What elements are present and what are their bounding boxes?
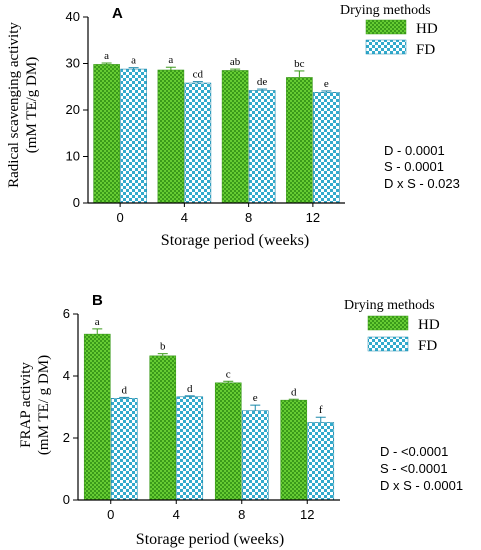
- panel-a-bar-hd-4: [157, 69, 185, 204]
- panel-a-y-tick-label-40: 40: [66, 9, 80, 24]
- panel-b-bar-fd-8: [241, 410, 269, 501]
- panel-b-sig-letter-fd-8: e: [253, 392, 258, 404]
- panel-a-y-tick-label-10: 10: [66, 149, 80, 164]
- panel-b-bar-fd-0: [110, 398, 138, 501]
- panel-a-bar-fd-0: [120, 68, 147, 204]
- panel-a-sig-letter-fd-4: cd: [193, 69, 204, 81]
- panel-b-legend-title: Drying methods: [344, 298, 435, 313]
- panel-a-x-tick-label-4: 4: [181, 210, 188, 225]
- panel-a-bar-hd-12: [286, 77, 313, 204]
- panel-b-bar-hd-12: [280, 399, 308, 501]
- panel-b-legend-hd-swatch: [367, 315, 409, 331]
- panel-b-stat-dxs: D x S - 0.0001: [380, 478, 463, 493]
- panel-a-legend-hd-swatch: [365, 19, 407, 35]
- panel-b-stats: D - <0.0001 S - <0.0001 D x S - 0.0001: [380, 444, 463, 493]
- panel-a-stat-s: S - 0.0001: [384, 159, 444, 174]
- panel-a-sig-letter-fd-12: e: [324, 78, 329, 90]
- panel-b-label: B: [92, 292, 103, 309]
- panel-b-stat-d: D - <0.0001: [380, 444, 448, 459]
- panel-b-sig-letter-fd-4: d: [187, 383, 193, 395]
- panel-b-sig-letter-hd-12: d: [291, 386, 297, 398]
- panel-b-y-tick-label-2: 2: [63, 430, 70, 445]
- panel-a-bar-fd-12: [313, 92, 340, 204]
- panel-a-y-tick-label-0: 0: [73, 195, 80, 210]
- panel-a: A a a 0 a cd 4 ab de 8 bc e 12 0 10 20 30 40 Storage per…: [6, 3, 460, 249]
- panel-b-sig-letter-hd-4: b: [160, 341, 166, 353]
- panel-a-bar-hd-8: [221, 70, 249, 204]
- panel-b-x-axis-title: Storage period (weeks): [136, 531, 284, 548]
- panel-b-legend-fd-label: FD: [418, 338, 437, 354]
- panel-a-y-tick-label-30: 30: [66, 56, 80, 71]
- panel-a-stat-d: D - 0.0001: [384, 143, 445, 158]
- panel-b-bar-fd-4: [176, 396, 204, 501]
- panel-a-sig-letter-hd-4: a: [168, 54, 173, 66]
- panel-b-y-tick-label-4: 4: [63, 368, 70, 383]
- panel-b-y-axis-title-line1: FRAP activity: [18, 362, 34, 448]
- panel-a-bar-hd-0: [93, 64, 120, 204]
- panel-a-sig-letter-fd-8: de: [257, 76, 268, 88]
- panel-a-label: A: [112, 5, 123, 22]
- panel-b-legend-hd-label: HD: [418, 317, 440, 333]
- panel-b-bar-hd-0: [83, 333, 111, 501]
- panel-a-plot: a a 0 a cd 4 ab de 8 bc e 12 0 10 20 30 40: [66, 9, 345, 225]
- panel-b-stat-s: S - <0.0001: [380, 461, 448, 476]
- panel-b-y-tick-label-6: 6: [63, 306, 70, 321]
- panel-a-legend-hd-label: HD: [416, 21, 438, 37]
- panel-b-bar-fd-12: [307, 422, 335, 501]
- panel-b-sig-letter-fd-12: f: [319, 404, 323, 416]
- panel-a-bar-fd-4: [184, 82, 212, 204]
- panel-a-sig-letter-hd-12: bc: [294, 58, 305, 70]
- panel-a-legend-fd-label: FD: [416, 42, 435, 58]
- panel-b-x-tick-label-8: 8: [238, 507, 245, 522]
- panel-a-stats: D - 0.0001 S - 0.0001 D x S - 0.023: [384, 143, 460, 191]
- panel-b-legend: Drying methods HD FD: [344, 298, 440, 354]
- panel-a-x-tick-label-0: 0: [117, 210, 124, 225]
- panel-b-x-tick-label-12: 12: [300, 507, 314, 522]
- panel-a-y-tick-label-20: 20: [66, 102, 80, 117]
- panel-b-y-axis-title-line2: (mM TE/ g DM): [36, 355, 52, 455]
- panel-b-bar-hd-4: [149, 355, 177, 501]
- panel-a-x-tick-label-8: 8: [245, 210, 252, 225]
- panel-a-y-axis-title-line2: (mM TE/g DM): [24, 57, 40, 153]
- panel-a-x-tick-label-12: 12: [306, 210, 320, 225]
- panel-b-sig-letter-hd-8: c: [226, 368, 231, 380]
- panel-b-x-tick-label-4: 4: [173, 507, 180, 522]
- panel-b: B a d 0 b d 4 c e 8 d f 12 0 2 4 6 Storage period (week…: [18, 292, 463, 548]
- panel-a-stat-dxs: D x S - 0.023: [384, 176, 460, 191]
- panel-b-x-tick-label-0: 0: [107, 507, 114, 522]
- panel-a-sig-letter-hd-8: ab: [230, 56, 241, 68]
- panel-b-sig-letter-fd-0: d: [122, 384, 128, 396]
- panel-a-sig-letter-fd-0: a: [131, 55, 136, 67]
- panel-a-legend-title: Drying methods: [340, 3, 431, 18]
- panel-b-y-tick-label-0: 0: [63, 492, 70, 507]
- panel-b-bar-hd-8: [214, 382, 242, 501]
- panel-a-legend-fd-swatch: [365, 39, 407, 55]
- panel-a-x-axis-title: Storage period (weeks): [161, 232, 309, 249]
- panel-a-y-axis-title-line1: Radical scavenging activity: [6, 22, 22, 188]
- panel-b-plot: a d 0 b d 4 c e 8 d f 12 0 2 4 6: [63, 306, 340, 522]
- panel-a-sig-letter-hd-0: a: [104, 50, 109, 62]
- panel-b-legend-fd-swatch: [367, 336, 409, 352]
- panel-a-legend: Drying methods HD FD: [340, 3, 438, 58]
- panel-b-sig-letter-hd-0: a: [95, 316, 100, 328]
- panel-a-bar-fd-8: [248, 90, 276, 204]
